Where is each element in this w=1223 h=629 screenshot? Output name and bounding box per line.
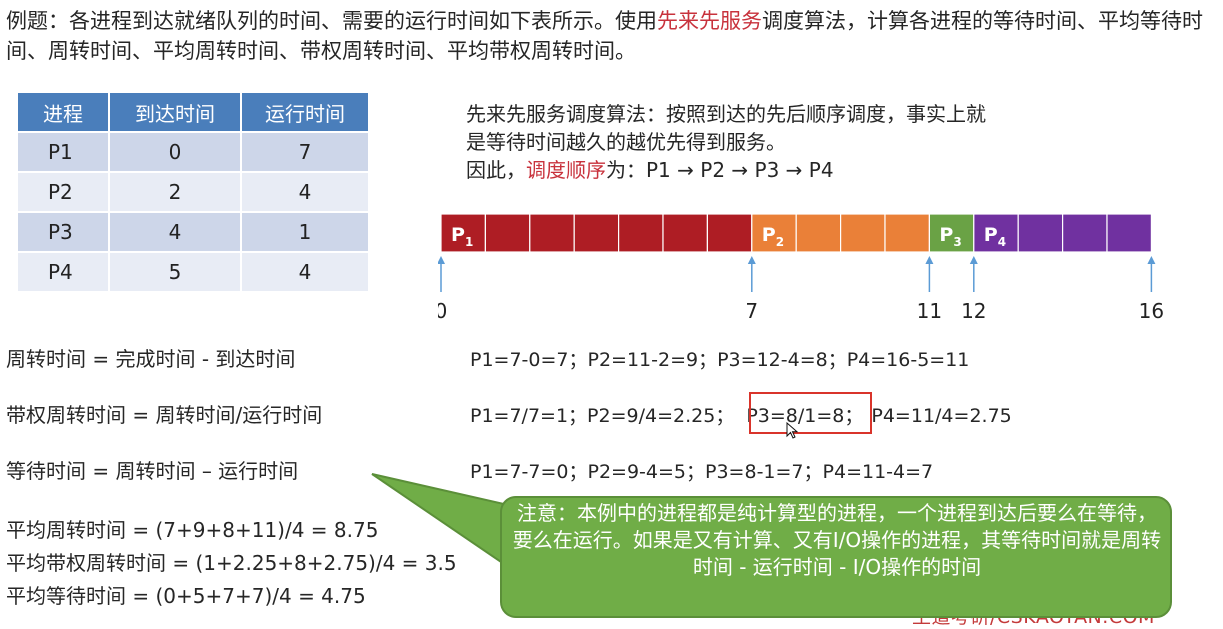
cell-runtime: 4 (241, 172, 369, 212)
cell-arrival: 0 (109, 132, 241, 172)
cell-process: P1 (17, 132, 109, 172)
gantt-cell-1 (663, 214, 707, 252)
cell-runtime: 7 (241, 132, 369, 172)
gantt-cell-1 (707, 214, 751, 252)
intro-text-1: 例题：各进程到达就绪队列的时间、需要的运行时间如下表所示。使用 (6, 9, 657, 33)
gantt-cell-1 (485, 214, 529, 252)
mouse-cursor-icon (786, 422, 800, 440)
formula-turnaround: 周转时间 = 完成时间 - 到达时间 (6, 343, 295, 372)
gantt-label-sub: 3 (953, 235, 961, 249)
tick-arrow-head (970, 256, 978, 264)
tick-arrow-head (925, 256, 933, 264)
cell-runtime: 4 (241, 252, 369, 292)
tick-label: 7 (745, 299, 758, 323)
calc-weighted-part-a: P1=7/7=1；P2=9/4=2.25； (470, 405, 734, 427)
gantt-label-sub: 1 (465, 235, 473, 249)
gantt-cell-4 (1107, 214, 1151, 252)
table-row: P3 4 1 (17, 212, 369, 252)
tick-arrow-head (748, 256, 756, 264)
cell-process: P3 (17, 212, 109, 252)
table-row: P4 5 4 (17, 252, 369, 292)
tick-label: 16 (1139, 299, 1164, 323)
average-waiting: 平均等待时间 = (0+5+7+7)/4 = 4.75 (6, 580, 366, 609)
schedule-order-highlight: 调度顺序 (526, 158, 606, 182)
gantt-cell-1 (530, 214, 574, 252)
gantt-cell-1 (619, 214, 663, 252)
fcfs-line-2: 是等待时间越久的越优先得到服务。 (466, 128, 1166, 156)
table-row: P1 0 7 (17, 132, 369, 172)
calc-waiting: P1=7-7=0；P2=9-4=5；P3=8-1=7；P4=11-4=7 (470, 457, 933, 484)
calc-turnaround: P1=7-0=7；P2=11-2=9；P3=12-4=8；P4=16-5=11 (470, 345, 969, 372)
tick-arrow-head (438, 256, 445, 264)
table-header-row: 进程 到达时间 运行时间 (17, 92, 369, 132)
header-process: 进程 (17, 92, 109, 132)
fcfs-order: 为：P1 → P2 → P3 → P4 (606, 158, 834, 182)
gantt-label-sub: 2 (776, 235, 784, 249)
cell-arrival: 2 (109, 172, 241, 212)
callout-note-text: 注意：本例中的进程都是纯计算型的进程，一个进程到达后要么在等待，要么在运行。如果… (512, 500, 1162, 581)
calc-weighted-part-b: P4=11/4=2.75 (871, 405, 1011, 427)
tick-label: 11 (917, 299, 942, 323)
intro-highlight: 先来先服务 (657, 9, 762, 33)
gantt-cell-4 (1018, 214, 1062, 252)
header-runtime: 运行时间 (241, 92, 369, 132)
gantt-cell-2 (841, 214, 885, 252)
callout-pointer (370, 470, 510, 580)
cell-process: P4 (17, 252, 109, 292)
cell-arrival: 4 (109, 212, 241, 252)
tick-label: 0 (438, 299, 447, 323)
gantt-cell-2 (885, 214, 929, 252)
cell-runtime: 1 (241, 212, 369, 252)
fcfs-line-3: 因此，调度顺序为：P1 → P2 → P3 → P4 (466, 156, 1166, 184)
gantt-cell-1 (574, 214, 618, 252)
calc-weighted: P1=7/7=1；P2=9/4=2.25； P3=8/1=8； P4=11/4=2.… (470, 401, 1012, 428)
formula-weighted: 带权周转时间 = 周转时间/运行时间 (6, 399, 322, 428)
tick-label: 12 (961, 299, 986, 323)
gantt-cell-2 (796, 214, 840, 252)
average-turnaround: 平均周转时间 = (7+9+8+11)/4 = 8.75 (6, 514, 378, 543)
cell-process: P2 (17, 172, 109, 212)
cell-arrival: 5 (109, 252, 241, 292)
table-row: P2 2 4 (17, 172, 369, 212)
fcfs-line-1: 先来先服务调度算法：按照到达的先后顺序调度，事实上就 (466, 100, 1166, 128)
fcfs-explanation: 先来先服务调度算法：按照到达的先后顺序调度，事实上就 是等待时间越久的越优先得到… (466, 100, 1166, 184)
gantt-chart: P1 P2 P3 P40 7 11 12 16 (438, 210, 1168, 325)
highlight-box (749, 392, 872, 434)
gantt-label-sub: 4 (998, 235, 1006, 249)
problem-statement: 例题：各进程到达就绪队列的时间、需要的运行时间如下表所示。使用先来先服务调度算法… (6, 6, 1216, 66)
gantt-cell-4 (1063, 214, 1107, 252)
fcfs-prefix: 因此， (466, 158, 526, 182)
formula-waiting: 等待时间 = 周转时间 – 运行时间 (6, 455, 298, 484)
header-arrival: 到达时间 (109, 92, 241, 132)
tick-arrow-head (1147, 256, 1155, 264)
process-table: 进程 到达时间 运行时间 P1 0 7 P2 2 4 P3 4 1 P4 5 4 (16, 91, 370, 293)
